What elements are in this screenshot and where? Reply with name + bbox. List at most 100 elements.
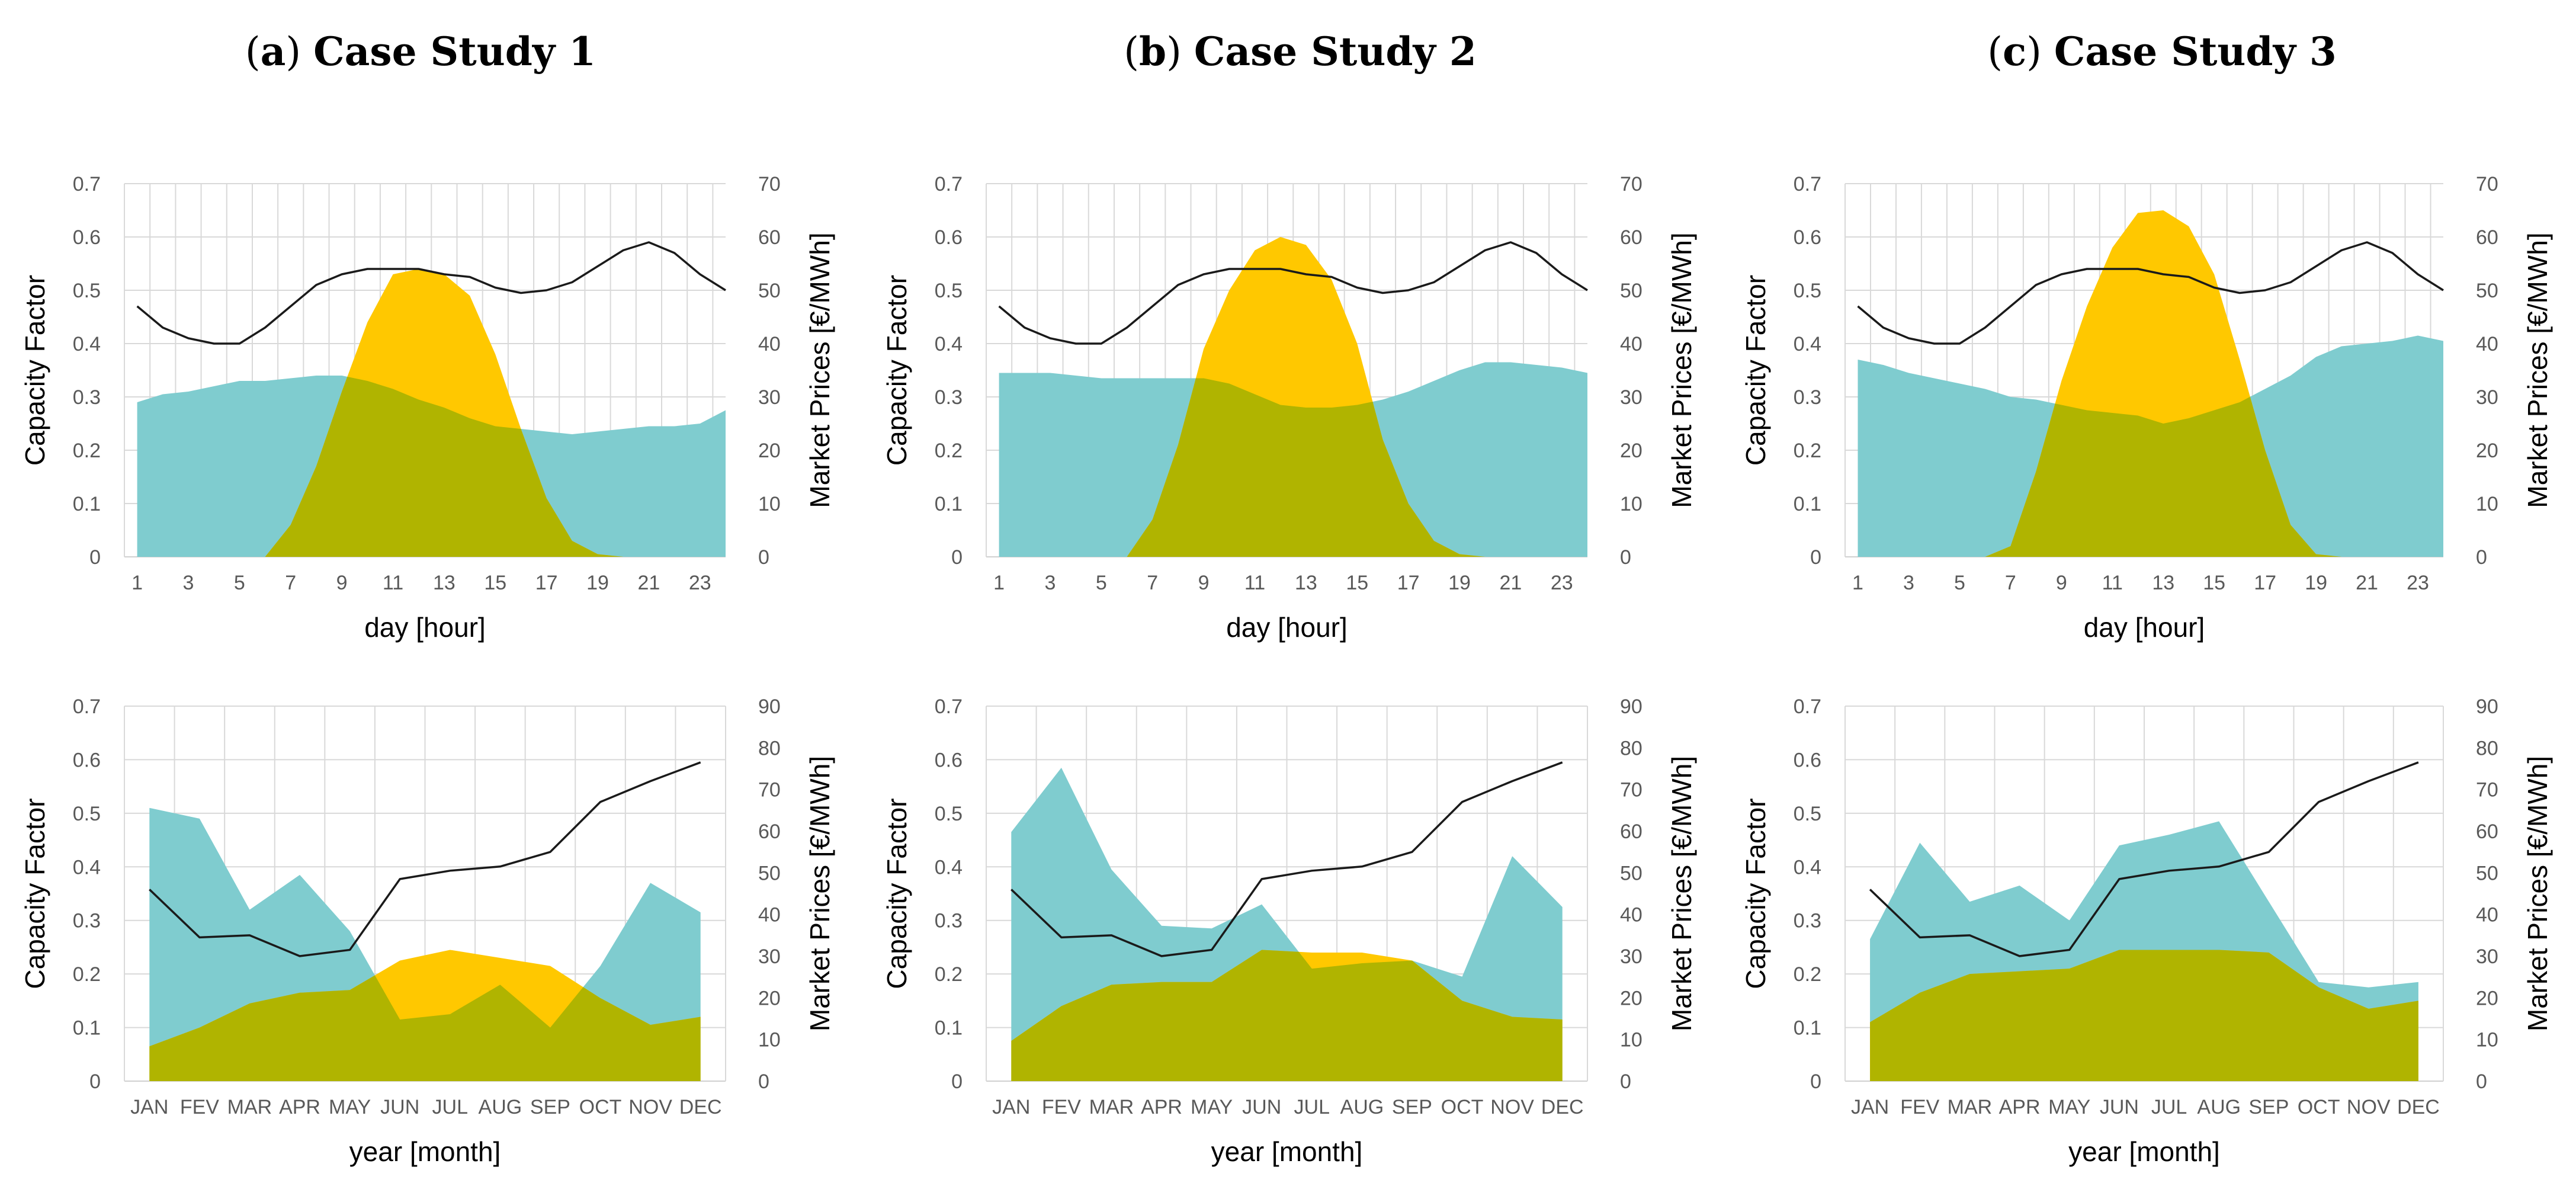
y-tick-label: 0.1 [935,493,963,515]
x-tick-label: 19 [586,572,609,594]
y2-tick-label: 70 [1620,779,1643,802]
y2-tick-label: 40 [758,904,781,926]
x-tick-label: 3 [1903,572,1914,594]
y-tick-label: 0.4 [935,333,963,355]
y2-tick-label: 80 [2476,737,2498,759]
x-tick-label: 13 [1295,572,1317,594]
y2-tick-label: 40 [1620,333,1643,355]
y-axis-label: Capacity Factor [1740,798,1771,989]
y2-axis-label: Market Prices [€/MWh] [1666,232,1697,508]
x-tick-label: AUG [479,1096,522,1118]
y-tick-label: 0.5 [1794,280,1821,302]
y-tick-label: 0.3 [1794,910,1821,932]
x-tick-label: JAN [130,1096,168,1118]
y-axis-label: Capacity Factor [881,275,912,466]
price-line [1010,761,1563,957]
x-tick-label: 15 [2203,572,2225,594]
price-line [1857,241,2444,345]
y2-tick-label: 20 [2476,987,2498,1009]
panel-title-a: (a) Case Study 1 [245,28,596,75]
y-tick-label: 0.1 [1794,493,1821,515]
y-tick-label: 0.6 [1794,226,1821,249]
y-tick-label: 0.2 [935,963,963,986]
x-tick-label: 1 [1852,572,1863,594]
x-tick-label: DEC [2397,1096,2440,1118]
y-tick-label: 0.4 [935,856,963,879]
y2-tick-label: 20 [1620,440,1643,462]
x-tick-label: MAR [1948,1096,1993,1118]
x-tick-label: JAN [1851,1096,1889,1118]
y-tick-label: 0.1 [935,1017,963,1040]
y2-tick-label: 30 [2476,386,2498,409]
x-tick-label: 11 [1244,572,1265,594]
x-tick-label: JUL [1294,1096,1330,1118]
x-tick-label: 9 [2056,572,2067,594]
y2-tick-label: 20 [758,987,781,1009]
y2-tick-label: 30 [1620,945,1643,968]
y2-tick-label: 60 [1620,820,1643,843]
solar-area [999,237,1587,557]
y2-axis-label: Market Prices [€/MWh] [1666,756,1697,1031]
y2-tick-label: 60 [2476,226,2498,249]
y2-tick-label: 10 [2476,493,2498,515]
x-tick-label: 11 [383,572,403,594]
y-tick-label: 0.3 [1794,386,1821,409]
x-tick-label: MAR [227,1096,272,1118]
x-tick-label: 13 [433,572,455,594]
x-tick-label: 21 [2356,572,2378,594]
x-tick-label: FEV [1042,1096,1081,1118]
y-tick-label: 0.2 [1794,963,1821,986]
y2-tick-label: 70 [2476,173,2498,195]
x-tick-label: AUG [1340,1096,1384,1118]
y-tick-label: 0.3 [73,386,101,409]
x-tick-label: 13 [2152,572,2174,594]
y-tick-label: 0.4 [1794,856,1821,879]
y-tick-label: 0 [89,546,101,569]
x-tick-label: 19 [2305,572,2327,594]
y2-tick-label: 20 [1620,987,1643,1009]
x-tick-label: 15 [1346,572,1368,594]
y2-axis-label: Market Prices [€/MWh] [2522,232,2553,508]
y2-tick-label: 90 [758,695,781,718]
y-tick-label: 0.4 [73,333,101,355]
x-tick-label: JUL [2151,1096,2187,1118]
x-tick-label: 1 [993,572,1005,594]
x-tick-label: NOV [2347,1096,2391,1118]
y2-tick-label: 70 [1620,173,1643,195]
y-tick-label: 0.1 [1794,1017,1821,1040]
x-tick-label: 9 [1198,572,1210,594]
x-tick-label: FEV [180,1096,219,1118]
y-tick-label: 0 [1810,546,1821,569]
y-tick-label: 0.6 [73,749,101,771]
y-tick-label: 0.1 [73,493,101,515]
y-tick-label: 0.6 [73,226,101,249]
x-tick-label: 5 [234,572,245,594]
y2-tick-label: 90 [1620,695,1643,718]
y2-tick-label: 20 [758,440,781,462]
x-axis-label: day [hour] [1226,612,1348,643]
x-tick-label: 21 [1500,572,1522,594]
x-axis-label: year [month] [1211,1136,1363,1167]
y2-tick-label: 0 [758,546,769,569]
y2-axis-label: Market Prices [€/MWh] [804,232,835,508]
x-tick-label: NOV [628,1096,672,1118]
x-tick-label: 5 [1096,572,1107,594]
y2-axis-label: Market Prices [€/MWh] [2522,756,2553,1031]
y2-tick-label: 10 [1620,1029,1643,1051]
x-axis-label: day [hour] [2084,612,2205,643]
x-tick-label: MAY [1191,1096,1233,1118]
x-tick-label: 19 [1448,572,1471,594]
y-axis-label: Capacity Factor [20,798,50,989]
chart-a-yearly: 0 0.1 0.2 0.3 0.4 0.5 0.6 0.7 0 10 20 30 40 50 60 70 80 9… [20,695,835,1167]
y-tick-label: 0.7 [73,695,101,718]
price-line [1869,761,2419,957]
chart-c-yearly: 0 0.1 0.2 0.3 0.4 0.5 0.6 0.7 0 10 20 30 40 50 60 70 80 9… [1740,695,2553,1167]
y2-tick-label: 70 [758,779,781,802]
x-tick-label: 5 [1954,572,1965,594]
y2-tick-label: 60 [1620,226,1643,249]
y2-tick-label: 80 [1620,737,1643,759]
y-tick-label: 0 [951,546,963,569]
x-tick-label: APR [1141,1096,1182,1118]
